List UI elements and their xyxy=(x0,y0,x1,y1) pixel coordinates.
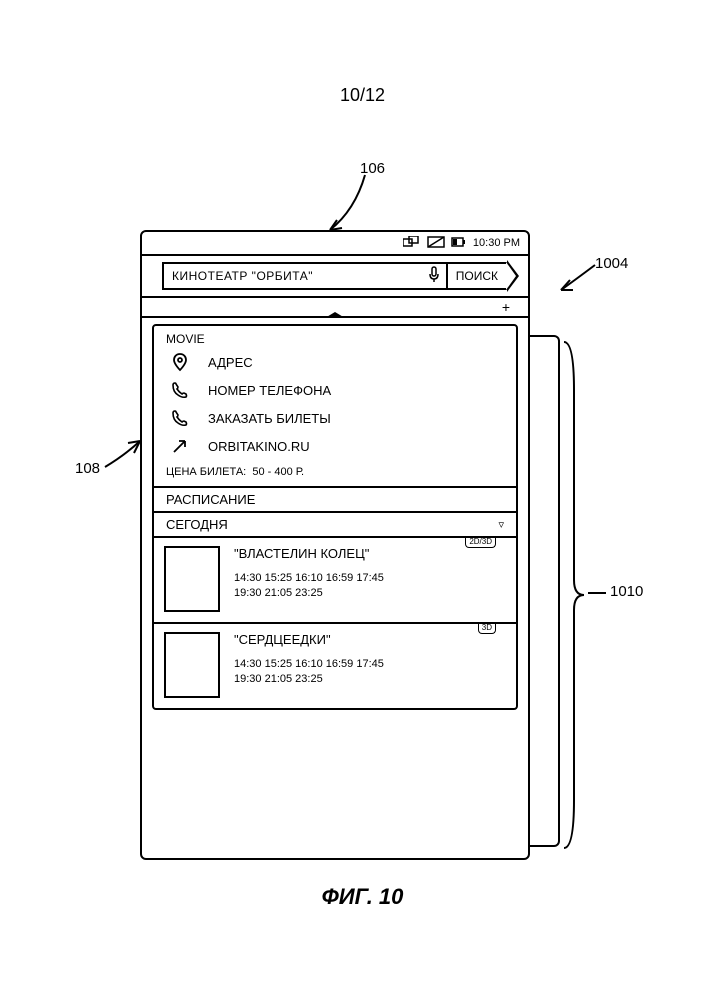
address-row[interactable]: АДРЕС xyxy=(154,348,516,376)
price-row: ЦЕНА БИЛЕТА: 50 - 400 Р. xyxy=(154,460,516,486)
address-label: АДРЕС xyxy=(208,355,253,370)
movie-poster xyxy=(164,632,220,698)
phone-icon xyxy=(170,380,190,400)
format-tag: 3D xyxy=(478,624,496,634)
signal-icon xyxy=(427,236,445,251)
battery-icon xyxy=(451,236,467,251)
movie-title: "ВЛАСТЕЛИН КОЛЕЦ" xyxy=(234,546,506,561)
microphone-icon[interactable] xyxy=(422,266,446,287)
movie-poster xyxy=(164,546,220,612)
phone-label: НОМЕР ТЕЛЕФОНА xyxy=(208,383,331,398)
phone-icon xyxy=(170,408,190,428)
showtimes: 14:30 15:25 16:10 16:59 17:45 19:30 21:0… xyxy=(234,571,506,602)
movie-card[interactable]: 2D/3D "ВЛАСТЕЛИН КОЛЕЦ" 14:30 15:25 16:1… xyxy=(154,536,516,622)
status-time: 10:30 PM xyxy=(473,237,520,249)
chevron-down-icon[interactable]: ▿ xyxy=(498,518,504,531)
callout-1010: 1010 xyxy=(610,583,643,600)
website-row[interactable]: ORBITAKINO.RU xyxy=(154,432,516,460)
schedule-heading: РАСПИСАНИЕ xyxy=(154,486,516,511)
today-row[interactable]: СЕГОДНЯ ▿ xyxy=(154,511,516,536)
tickets-label: ЗАКАЗАТЬ БИЛЕТЫ xyxy=(208,411,331,426)
tickets-row[interactable]: ЗАКАЗАТЬ БИЛЕТЫ xyxy=(154,404,516,432)
search-button[interactable]: ПОИСК xyxy=(448,264,506,288)
movie-card[interactable]: 3D "СЕРДЦЕЕДКИ" 14:30 15:25 16:10 16:59 … xyxy=(154,622,516,708)
status-bar: 10:30 PM xyxy=(142,232,528,256)
figure-label: ФИГ. 10 xyxy=(322,884,404,910)
section-title: MOVIE xyxy=(154,326,516,348)
plus-icon[interactable]: + xyxy=(502,299,510,315)
brace-icon xyxy=(562,340,584,850)
format-tag: 2D/3D xyxy=(465,538,496,548)
arrow-icon xyxy=(170,436,190,456)
content-panel: MOVIE АДРЕС НОМЕР ТЕЛЕФОНА ЗАКАЗАТЬ БИЛЕ… xyxy=(152,324,518,710)
search-box: ПОИСК xyxy=(162,262,508,290)
search-row: ПОИСК xyxy=(142,256,528,298)
page-number: 10/12 xyxy=(340,85,385,106)
device-frame: 10:30 PM ПОИСК + MOVIE АДРЕС xyxy=(140,230,530,860)
movie-title: "СЕРДЦЕЕДКИ" xyxy=(234,632,506,647)
website-label: ORBITAKINO.RU xyxy=(208,439,310,454)
phone-row[interactable]: НОМЕР ТЕЛЕФОНА xyxy=(154,376,516,404)
expand-bar[interactable]: + xyxy=(142,298,528,318)
callout-106: 106 xyxy=(360,160,385,177)
showtimes: 14:30 15:25 16:10 16:59 17:45 19:30 21:0… xyxy=(234,657,506,688)
side-panel-edge xyxy=(530,335,560,847)
windows-icon xyxy=(403,236,421,251)
callout-1004: 1004 xyxy=(595,255,628,272)
search-input[interactable] xyxy=(164,269,422,283)
callout-108: 108 xyxy=(75,460,100,477)
pin-icon xyxy=(170,352,190,372)
